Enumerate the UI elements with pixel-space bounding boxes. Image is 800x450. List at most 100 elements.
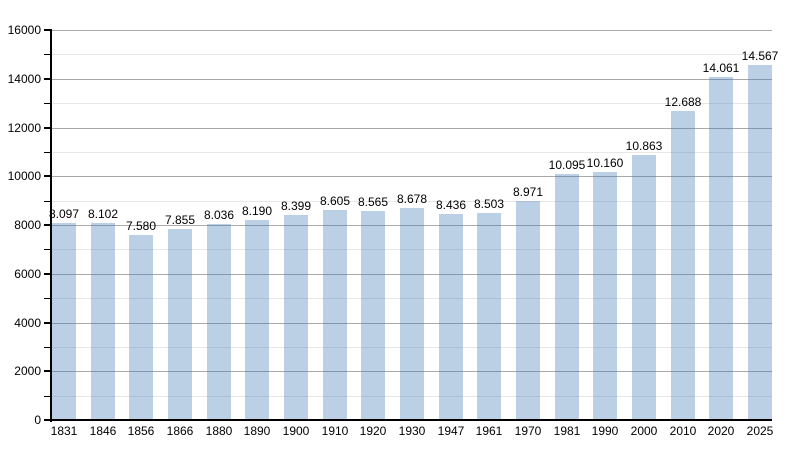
x-tick-label: 1856 [127, 424, 155, 438]
gridline-minor [52, 298, 772, 299]
x-tick-label: 2010 [669, 424, 697, 438]
x-tick-label: 1900 [282, 424, 310, 438]
gridline-major [52, 323, 772, 324]
bar-value-label: 14.061 [702, 61, 740, 75]
bar [671, 111, 695, 420]
y-tick-label: 16000 [7, 23, 41, 37]
bar [52, 223, 76, 420]
y-tick-mark [44, 419, 50, 421]
gridline-major [52, 128, 772, 129]
x-tick-label: 1990 [591, 424, 619, 438]
bar-value-label: 8.097 [48, 207, 80, 221]
y-tick-mark [44, 370, 50, 372]
y-tick-label: 6000 [14, 267, 41, 281]
gridline-major [52, 79, 772, 80]
bar-value-label: 8.565 [357, 195, 389, 209]
y-tick-mark [44, 175, 50, 177]
x-tick-label: 1880 [205, 424, 233, 438]
bar [207, 224, 231, 420]
bar [593, 172, 617, 420]
y-tick-mark [44, 78, 50, 80]
y-tick-label: 10000 [7, 169, 41, 183]
y-tick-mark [44, 127, 50, 129]
x-tick-label: 1866 [166, 424, 194, 438]
gridline-minor [52, 201, 772, 202]
x-tick-label: 1961 [475, 424, 503, 438]
bar-value-label: 8.678 [396, 192, 428, 206]
bar-value-label: 10.863 [625, 139, 663, 153]
y-tick-label: 12000 [7, 121, 41, 135]
gridline-minor [52, 396, 772, 397]
x-tick-label: 1920 [359, 424, 387, 438]
y-tick-mark [44, 201, 50, 202]
y-tick-mark [44, 103, 50, 104]
bar-value-label: 10.160 [586, 156, 624, 170]
bar [361, 211, 385, 420]
bar-value-label: 8.605 [319, 194, 351, 208]
x-tick-label: 1910 [321, 424, 349, 438]
y-tick-mark [44, 249, 50, 250]
gridline-major [52, 371, 772, 372]
gridline-major [52, 30, 772, 31]
x-tick-label: 1831 [50, 424, 78, 438]
y-tick-mark [44, 396, 50, 397]
bar-value-label: 8.036 [203, 208, 235, 222]
y-tick-label: 2000 [14, 364, 41, 378]
bar [555, 174, 579, 420]
x-tick-label: 1981 [553, 424, 581, 438]
gridline-minor [52, 249, 772, 250]
y-axis-line [50, 29, 52, 422]
gridline-major [52, 225, 772, 226]
bar [91, 223, 115, 420]
gridline-minor [52, 103, 772, 104]
x-axis-line [49, 419, 772, 421]
bar-value-label: 8.971 [512, 185, 544, 199]
y-tick-label: 0 [34, 413, 41, 427]
bar [284, 215, 308, 420]
x-tick-label: 1947 [437, 424, 465, 438]
x-tick-label: 1890 [243, 424, 271, 438]
bar [709, 77, 733, 420]
bar [168, 229, 192, 420]
gridline-major [52, 274, 772, 275]
bar [748, 65, 772, 420]
bar [129, 235, 153, 420]
x-tick-label: 1930 [398, 424, 426, 438]
x-tick-label: 1846 [89, 424, 117, 438]
y-tick-mark [44, 298, 50, 299]
y-tick-mark [44, 273, 50, 275]
gridline-minor [52, 347, 772, 348]
x-tick-label: 2020 [707, 424, 735, 438]
bar [632, 155, 656, 420]
y-tick-mark [44, 29, 50, 31]
y-tick-mark [44, 152, 50, 153]
bar-value-label: 10.095 [548, 158, 586, 172]
bar [477, 213, 501, 420]
bar-value-label: 7.855 [164, 213, 196, 227]
y-tick-mark [44, 322, 50, 324]
bar-value-label: 14.567 [741, 49, 779, 63]
gridline-major [52, 176, 772, 177]
bar-value-label: 8.399 [280, 199, 312, 213]
x-tick-label: 1970 [514, 424, 542, 438]
y-tick-mark [44, 347, 50, 348]
y-tick-label: 14000 [7, 72, 41, 86]
bar [439, 214, 463, 420]
x-tick-label: 2000 [630, 424, 658, 438]
y-tick-label: 8000 [14, 218, 41, 232]
bar [516, 201, 540, 420]
bar-value-label: 8.102 [87, 207, 119, 221]
y-tick-mark [44, 54, 50, 55]
x-tick-label: 2025 [746, 424, 774, 438]
bar [400, 208, 424, 420]
bar-value-label: 8.190 [241, 204, 273, 218]
bar [245, 220, 269, 420]
bar-value-label: 12.688 [664, 95, 702, 109]
gridline-minor [52, 54, 772, 55]
y-tick-mark [44, 224, 50, 226]
